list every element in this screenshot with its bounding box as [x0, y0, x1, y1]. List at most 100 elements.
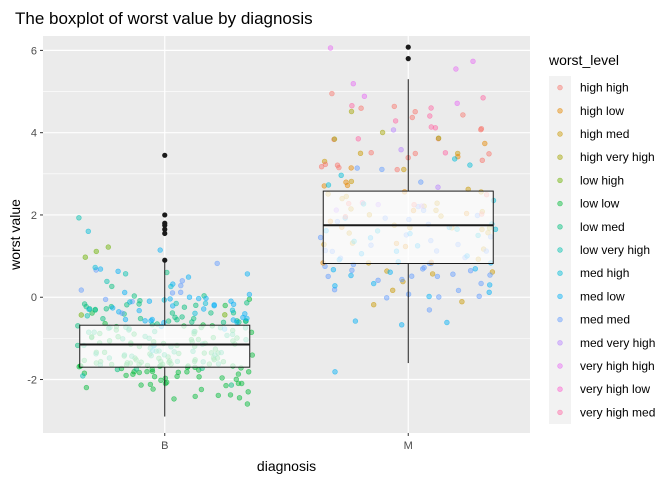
data-point [244, 300, 250, 306]
data-point [412, 150, 418, 157]
data-point [327, 45, 334, 51]
data-point [185, 274, 192, 280]
legend-label: med med [580, 313, 630, 327]
data-point [119, 310, 125, 316]
data-point [179, 314, 185, 320]
data-point [178, 282, 184, 289]
outlier-point [162, 212, 168, 218]
legend-label: low high [580, 173, 624, 187]
data-point [142, 318, 148, 324]
data-point [349, 102, 355, 109]
data-point [86, 306, 92, 313]
outlier-point [162, 226, 168, 232]
data-point [245, 389, 251, 395]
data-point [198, 386, 205, 393]
x-axis-title: diagnosis [257, 458, 316, 474]
data-point [186, 294, 193, 300]
data-point [171, 396, 177, 402]
data-point [158, 377, 164, 383]
data-point [228, 382, 235, 388]
data-point [479, 157, 485, 164]
data-point [421, 264, 427, 271]
data-point [178, 289, 184, 295]
data-point [460, 112, 466, 118]
data-point [467, 162, 473, 168]
y-tick-label: 6 [31, 45, 37, 57]
data-point [435, 135, 442, 141]
data-point [317, 234, 324, 241]
data-point [222, 302, 228, 309]
data-point [454, 100, 460, 107]
data-point [244, 271, 251, 277]
data-point [357, 150, 364, 157]
data-point [390, 287, 396, 293]
legend-key [557, 316, 563, 323]
data-point [196, 295, 202, 302]
data-point [179, 278, 186, 284]
data-point [429, 271, 436, 277]
data-point [427, 113, 433, 119]
data-point [358, 105, 364, 111]
data-point [211, 302, 217, 308]
data-point [196, 374, 202, 380]
data-point [84, 313, 91, 319]
data-point [348, 108, 355, 115]
data-point [138, 382, 144, 388]
data-point [325, 273, 331, 280]
data-point [122, 316, 129, 323]
data-point [486, 151, 492, 157]
data-point [338, 172, 344, 179]
data-point [122, 271, 129, 277]
data-point [379, 129, 386, 136]
legend-key [557, 363, 563, 369]
legend-key [557, 131, 563, 137]
data-point [487, 282, 493, 288]
data-point [321, 183, 327, 189]
y-axis-ticks: -2 0 2 4 6 [27, 45, 43, 387]
legend-key [557, 270, 563, 276]
legend-key [557, 200, 563, 207]
data-point [130, 371, 136, 377]
data-point [355, 136, 361, 142]
data-point [81, 301, 88, 307]
data-point [244, 315, 250, 322]
data-point [240, 314, 246, 321]
legend-label: very high low [580, 382, 650, 396]
data-point [83, 384, 90, 391]
data-point [174, 373, 180, 380]
data-point [476, 293, 482, 299]
data-point [193, 302, 199, 308]
data-point [230, 317, 237, 323]
data-point [121, 289, 128, 296]
data-point [455, 287, 462, 294]
data-point [392, 118, 399, 124]
data-point [169, 290, 176, 296]
data-point [105, 244, 112, 250]
data-point [399, 276, 405, 283]
data-point [80, 373, 86, 379]
data-point [76, 215, 82, 221]
data-point [434, 273, 441, 280]
data-point [331, 136, 338, 142]
outlier-point [162, 230, 168, 237]
data-point [114, 366, 121, 373]
data-point [181, 304, 188, 310]
data-point [487, 272, 493, 278]
legend-label: high high [580, 81, 629, 95]
data-point [208, 310, 214, 316]
data-point [444, 319, 450, 326]
data-point [331, 287, 338, 293]
data-point [192, 310, 198, 316]
data-point [116, 309, 122, 315]
data-point [418, 179, 424, 185]
data-point [147, 381, 154, 388]
data-point [109, 283, 115, 290]
data-point [409, 114, 415, 121]
data-point [350, 80, 356, 87]
legend-label: very high med [580, 405, 655, 419]
data-point [435, 184, 441, 190]
data-point [233, 376, 240, 382]
data-point [85, 228, 92, 235]
data-point [384, 295, 390, 301]
